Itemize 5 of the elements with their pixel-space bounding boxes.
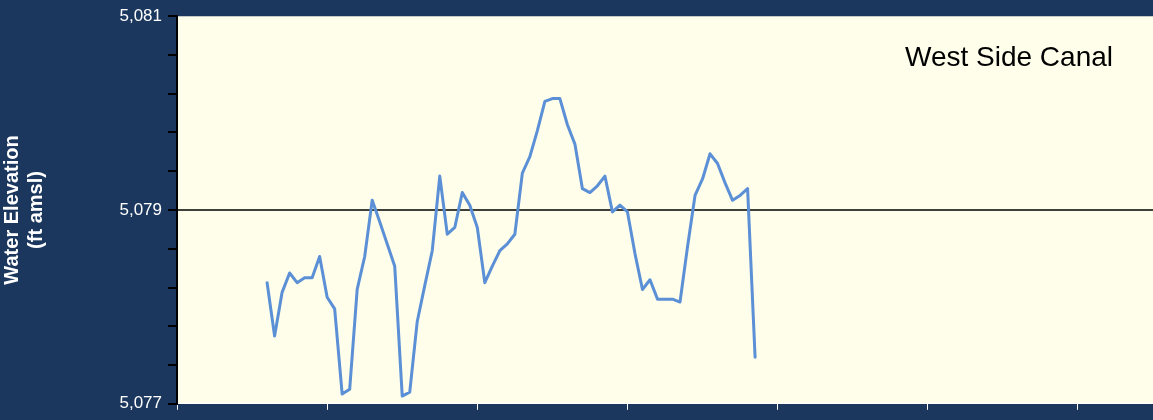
y-tick-label: 5,081 xyxy=(119,5,162,25)
y-axis-title: Water Elevation (ft amsl) xyxy=(0,135,46,285)
y-tick-label: 5,079 xyxy=(119,199,162,219)
y-tick-label: 5,077 xyxy=(119,393,162,413)
text: West Side Canal xyxy=(904,40,1113,72)
